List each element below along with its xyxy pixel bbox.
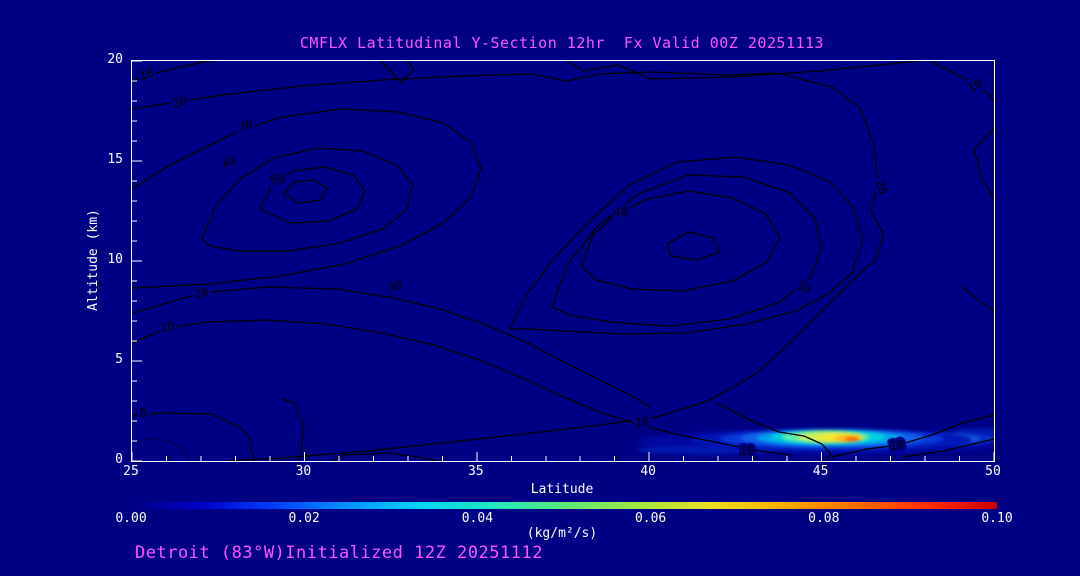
contour-label: 10 [965, 76, 985, 95]
x-tick-label: 50 [985, 464, 1001, 479]
contour-label: 10 [137, 65, 155, 83]
x-tick-label: 25 [123, 464, 139, 479]
y-tick-label: 5 [115, 352, 123, 367]
contour-label: 20 [170, 93, 188, 111]
y-tick-label: 15 [107, 152, 123, 167]
x-axis-label: Latitude [530, 482, 594, 497]
plot-title: CMFLX Latitudinal Y-Section 12hr Fx Vali… [299, 34, 825, 52]
contour-label: 40 [614, 205, 628, 219]
y-tick-label: 20 [107, 52, 123, 67]
colorbar-units: (kg/m²/s) [526, 526, 598, 541]
y-tick-label: 10 [107, 252, 123, 267]
colorbar-tick-label: 0.00 [115, 511, 147, 526]
footer-caption: Detroit (83°W)Initialized 12Z 20251112 [135, 543, 543, 563]
contour-label: 20 [633, 414, 649, 430]
contour-label: 50 [269, 171, 287, 188]
colorbar-tick-label: 0.04 [461, 511, 494, 526]
contour-label: 40 [220, 153, 239, 172]
plot-area: 10 20 30 40 50 40 30 20 10 30 20 10 0 20 10 10 [131, 60, 995, 462]
colorbar [131, 502, 997, 509]
colorbar-tick-label: 0.06 [634, 511, 667, 526]
contour-label: 20 [193, 285, 210, 301]
contour-lines [132, 61, 994, 461]
colorbar-tick-label: 0.10 [981, 511, 1013, 526]
contour-label: 10 [159, 319, 175, 335]
contour-label: 10 [740, 444, 754, 458]
x-tick-label: 30 [295, 464, 312, 479]
contour-label: 30 [387, 278, 404, 294]
colorbar-tick-label: 0.08 [808, 511, 840, 526]
x-tick-label: 40 [640, 464, 657, 479]
contour-label: 30 [794, 278, 813, 297]
x-tick-label: 35 [467, 464, 484, 479]
x-tick-label: 45 [812, 464, 829, 479]
contour-label: 10 [888, 437, 905, 453]
y-tick-label: 0 [115, 452, 123, 467]
contour-label: 30 [237, 117, 255, 134]
contour-label: 0 [139, 406, 146, 420]
colorbar-tick-label: 0.02 [288, 511, 320, 526]
axis-ticks [132, 61, 994, 461]
